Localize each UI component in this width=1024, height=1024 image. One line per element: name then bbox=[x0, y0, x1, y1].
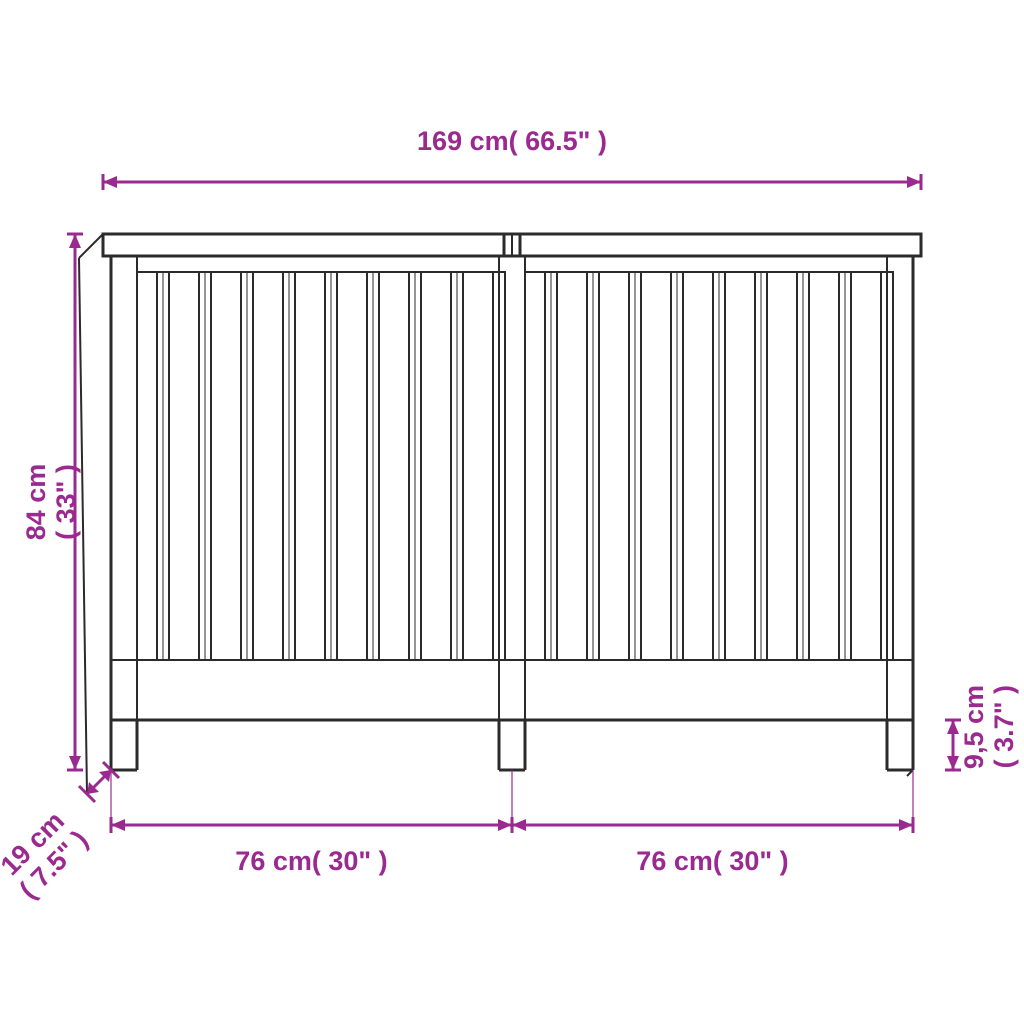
radiator-cover bbox=[79, 234, 921, 794]
dim-half-left: 76 cm( 30" ) bbox=[235, 846, 387, 876]
dim-half-right: 76 cm( 30" ) bbox=[636, 846, 788, 876]
dim-depth: 19 cm( 7.5" ) bbox=[0, 803, 94, 904]
dim-width-total: 169 cm( 66.5" ) bbox=[417, 126, 607, 156]
dimensions: 169 cm( 66.5" ) 84 cm( 33" ) 9,5 cm( 3.7" … bbox=[0, 126, 1019, 905]
svg-text:9,5 cm: 9,5 cm bbox=[959, 685, 989, 769]
dim-foot-height: 9,5 cm( 3.7" ) bbox=[959, 685, 1019, 769]
dim-height-total: 84 cm( 33" ) bbox=[21, 464, 81, 541]
svg-text:( 3.7" ): ( 3.7" ) bbox=[989, 685, 1019, 768]
svg-text:84 cm: 84 cm bbox=[21, 464, 51, 541]
dimension-diagram: 169 cm( 66.5" ) 84 cm( 33" ) 9,5 cm( 3.7" … bbox=[0, 0, 1024, 1024]
